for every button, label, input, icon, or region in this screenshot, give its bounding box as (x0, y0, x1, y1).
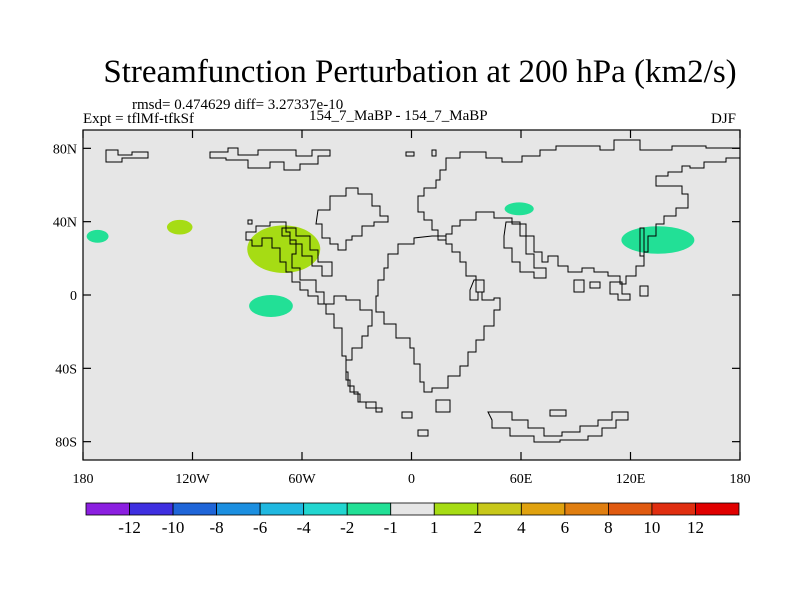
axis-ticks: 180 120W 60W 0 60E 120E 180 80N 40N 0 40S 80S (53, 130, 751, 487)
y-tick-label: 80S (55, 436, 77, 451)
colorbar-swatch (433, 502, 479, 516)
colorbar-swatch (564, 502, 609, 516)
anomaly-region-north-pacific-central (166, 219, 193, 235)
colorbar-swatch (85, 502, 130, 516)
map-background (83, 130, 740, 460)
colorbar-swatch (608, 502, 653, 516)
americas-coastline (105, 147, 429, 437)
colorbar-swatch (695, 502, 740, 516)
anomaly-layer (86, 202, 695, 317)
x-tick-label: 60E (510, 472, 533, 487)
y-tick-label: 0 (70, 289, 77, 304)
experiment-label: Expt = tflMf-tfkSf (83, 111, 194, 127)
anomaly-region-north-america (247, 225, 321, 273)
colorbar-label: 6 (561, 518, 570, 537)
coastlines (105, 139, 741, 443)
colorbar-swatch (303, 502, 348, 516)
colorbar-swatch (129, 502, 174, 516)
comparison-label: 154_7_MaBP - 154_7_MaBP (309, 108, 488, 124)
anomaly-region-east-asia (621, 226, 695, 254)
x-tick-label: 180 (73, 472, 94, 487)
season-label: DJF (711, 111, 737, 127)
colorbar-label: 12 (687, 518, 704, 537)
x-tick-label: 0 (408, 472, 415, 487)
stats-line: rmsd= 0.474629 diff= 3.27337e-10 (132, 97, 344, 113)
chart-title: Streamfunction Perturbation at 200 hPa (… (103, 54, 737, 90)
colorbar-swatch (651, 502, 696, 516)
colorbar-label: -6 (253, 518, 267, 537)
y-tick-label: 40N (53, 216, 77, 231)
colorbar-label: -1 (384, 518, 398, 537)
colorbar: -12 -10 -8 -6 -4 -2 -1 1 2 4 6 8 10 12 (85, 502, 740, 537)
colorbar-swatch (216, 502, 261, 516)
colorbar-swatch (346, 502, 392, 516)
anomaly-region-south-america-west (249, 295, 293, 317)
anomaly-region-central-asia (504, 202, 534, 216)
anomaly-region-north-pacific-east (86, 229, 109, 243)
eurasia-africa-coastline (375, 139, 741, 443)
colorbar-label: 10 (643, 518, 660, 537)
colorbar-label: -12 (118, 518, 141, 537)
y-tick-label: 80N (53, 142, 77, 157)
colorbar-label: -8 (210, 518, 224, 537)
colorbar-swatch (259, 502, 305, 516)
x-tick-label: 120E (616, 472, 646, 487)
colorbar-label: 8 (604, 518, 613, 537)
x-tick-label: 120W (175, 472, 210, 487)
colorbar-swatch (390, 502, 435, 516)
colorbar-label: 1 (430, 518, 439, 537)
colorbar-label: 2 (474, 518, 483, 537)
colorbar-swatch (477, 502, 522, 516)
y-tick-label: 40S (55, 362, 77, 377)
colorbar-label: 4 (517, 518, 526, 537)
x-tick-label: 60W (288, 472, 316, 487)
colorbar-swatch (172, 502, 217, 516)
colorbar-label: -2 (340, 518, 354, 537)
x-tick-label: 180 (730, 472, 751, 487)
colorbar-swatch (520, 502, 566, 516)
colorbar-label: -10 (162, 518, 185, 537)
colorbar-label: -4 (297, 518, 312, 537)
